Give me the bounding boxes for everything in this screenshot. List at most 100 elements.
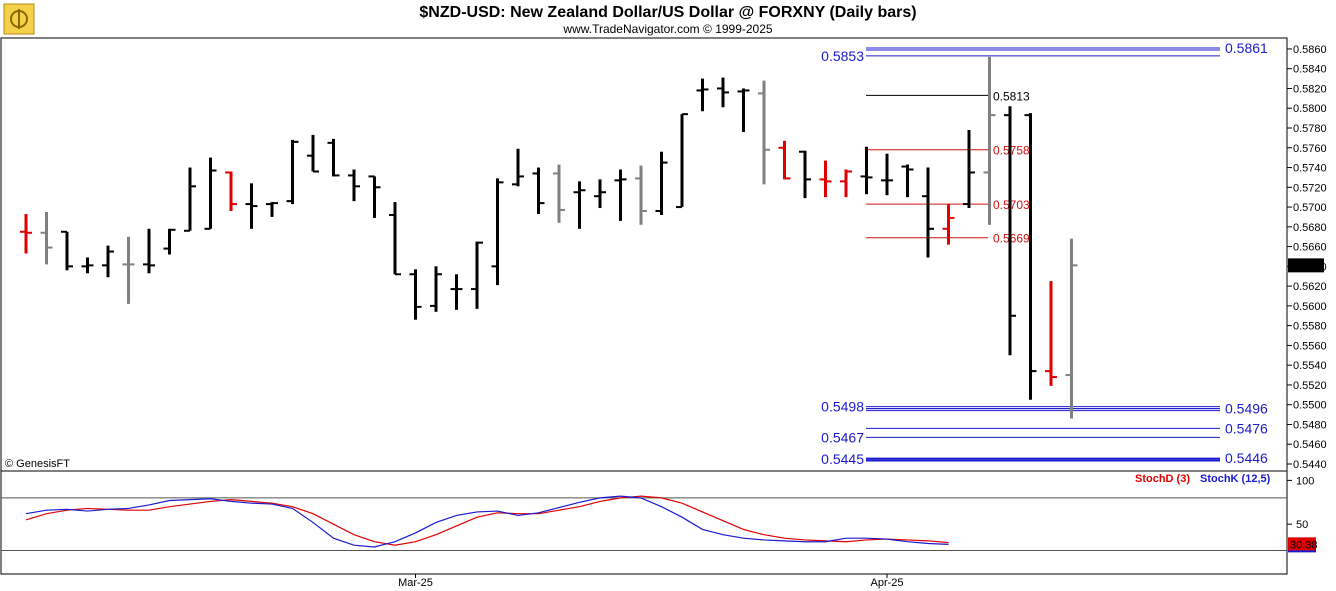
price-level-label: 0.5498	[821, 399, 864, 415]
price-tick-label: 0.5720	[1293, 182, 1327, 194]
ohlc-bar	[122, 236, 135, 304]
price-tick-label: 0.5800	[1293, 103, 1327, 115]
ohlc-bar	[20, 213, 32, 254]
price-level-label: 0.5476	[1225, 420, 1268, 436]
ohlc-bar	[491, 178, 504, 286]
price-tick-label: 0.5620	[1293, 281, 1327, 293]
price-tick-label: 0.5480	[1293, 419, 1327, 431]
ohlc-bar	[676, 113, 688, 209]
ohlc-bar	[143, 228, 155, 274]
indicator-tick-label: 100	[1296, 475, 1314, 487]
ohlc-bar	[266, 202, 278, 217]
price-tick-label: 0.5440	[1293, 459, 1327, 471]
indicator-legend-entry: StochD (3)	[1135, 473, 1190, 485]
price-tick-label: 0.5700	[1293, 202, 1327, 214]
ohlc-bar	[860, 146, 873, 195]
last-price-box	[1288, 258, 1324, 273]
ohlc-bar	[450, 274, 463, 310]
ohlc-bar	[471, 241, 483, 309]
ohlc-bar	[348, 169, 360, 202]
last-price-marker: 0.5641	[1288, 258, 1324, 273]
price-level-label: 0.5496	[1225, 401, 1268, 417]
chart-subtitle: www.TradeNavigator.com © 1999-2025	[562, 22, 772, 36]
price-tick-label: 0.5820	[1293, 83, 1327, 95]
ohlc-bar	[819, 160, 832, 198]
date-axis: Mar-25 Apr-25	[398, 574, 904, 589]
price-tick-label: 0.5660	[1293, 242, 1327, 254]
indicator-last-box	[1288, 537, 1316, 552]
chart-title: $NZD-USD: New Zealand Dollar/US Dollar @…	[419, 4, 916, 21]
ohlc-bar	[512, 148, 524, 187]
ohlc-bar	[102, 245, 114, 278]
price-tick-label: 0.5560	[1293, 340, 1327, 352]
price-bars	[20, 56, 1078, 419]
price-panel-frame	[0, 37, 1288, 472]
price-level-label: 0.5445	[821, 451, 864, 467]
date-tick-label: Mar-25	[398, 577, 433, 589]
ohlc-bar	[840, 169, 852, 198]
ohlc-bar	[184, 167, 196, 232]
price-tick-label: 0.5780	[1293, 123, 1327, 135]
price-axis: 0.5860 0.5840 0.5820 0.5800 0.5780 0.5760 0.57…	[1287, 44, 1327, 471]
price-level-label: 0.5813	[993, 89, 1030, 103]
ohlc-bar	[655, 151, 668, 215]
ohlc-bar	[614, 169, 627, 221]
price-tick-label: 0.5520	[1293, 380, 1327, 392]
ohlc-bar	[532, 167, 545, 214]
ohlc-bar	[430, 266, 442, 312]
price-level-label: 0.5467	[821, 429, 864, 445]
ohlc-bar	[163, 228, 176, 255]
stochastic-line	[25, 495, 949, 548]
logo-icon	[3, 3, 35, 35]
ohlc-bar	[922, 167, 934, 258]
ohlc-bar	[758, 80, 770, 185]
ohlc-bar	[717, 77, 729, 108]
indicator-legend-entry: StochK (12,5)	[1200, 473, 1271, 485]
ohlc-bar	[368, 175, 381, 218]
stochastic-line	[25, 495, 949, 546]
price-level-label: 0.5758	[993, 144, 1030, 158]
price-level-label: 0.5861	[1225, 40, 1268, 56]
ohlc-bar	[737, 88, 750, 132]
price-level-label: 0.5446	[1225, 450, 1268, 466]
price-level-label: 0.5669	[993, 232, 1030, 246]
ohlc-bar	[327, 138, 340, 177]
ohlc-bar	[1045, 281, 1057, 386]
indicator-last-label: 30.38	[1290, 539, 1318, 551]
ohlc-bar	[389, 202, 401, 276]
ohlc-bar	[942, 204, 955, 245]
ohlc-bar	[409, 269, 422, 320]
ohlc-bar	[901, 164, 914, 198]
indicator-panel-frame	[0, 470, 1288, 575]
price-tick-label: 0.5860	[1293, 44, 1327, 56]
ohlc-bar	[286, 139, 299, 205]
ohlc-bar	[963, 129, 975, 209]
ohlc-bar	[881, 153, 893, 196]
ohlc-bar	[40, 212, 53, 265]
ohlc-bar	[81, 257, 94, 274]
ohlc-bar	[225, 171, 237, 212]
ohlc-bar	[778, 140, 791, 180]
price-levels: 0.5861 0.5853 0.5813 0.5758 0.5703 0.5669 0.54…	[821, 40, 1268, 467]
price-tick-label: 0.5680	[1293, 222, 1327, 234]
ohlc-bar	[799, 150, 811, 199]
price-tick-label: 0.5840	[1293, 64, 1327, 76]
data-credit: © GenesisFT	[5, 458, 70, 470]
date-tick-label: Apr-25	[870, 577, 903, 589]
ohlc-bar	[245, 183, 258, 229]
indicator-axis: 100 50	[1, 475, 1314, 551]
ohlc-bar	[1065, 238, 1078, 419]
price-tick-label: 0.5540	[1293, 360, 1327, 372]
last-price-label: 0.5641	[1290, 260, 1324, 272]
price-tick-label: 0.5600	[1293, 301, 1327, 313]
ohlc-bar	[696, 78, 709, 112]
ohlc-bar	[635, 165, 647, 225]
ohlc-bar	[61, 230, 73, 271]
ohlc-bar	[553, 164, 565, 223]
ohlc-bar	[1004, 106, 1016, 356]
price-tick-label: 0.5740	[1293, 163, 1327, 175]
price-level-label: 0.5853	[821, 48, 864, 64]
price-tick-label: 0.5460	[1293, 439, 1327, 451]
indicator-tick-label: 50	[1296, 519, 1308, 531]
